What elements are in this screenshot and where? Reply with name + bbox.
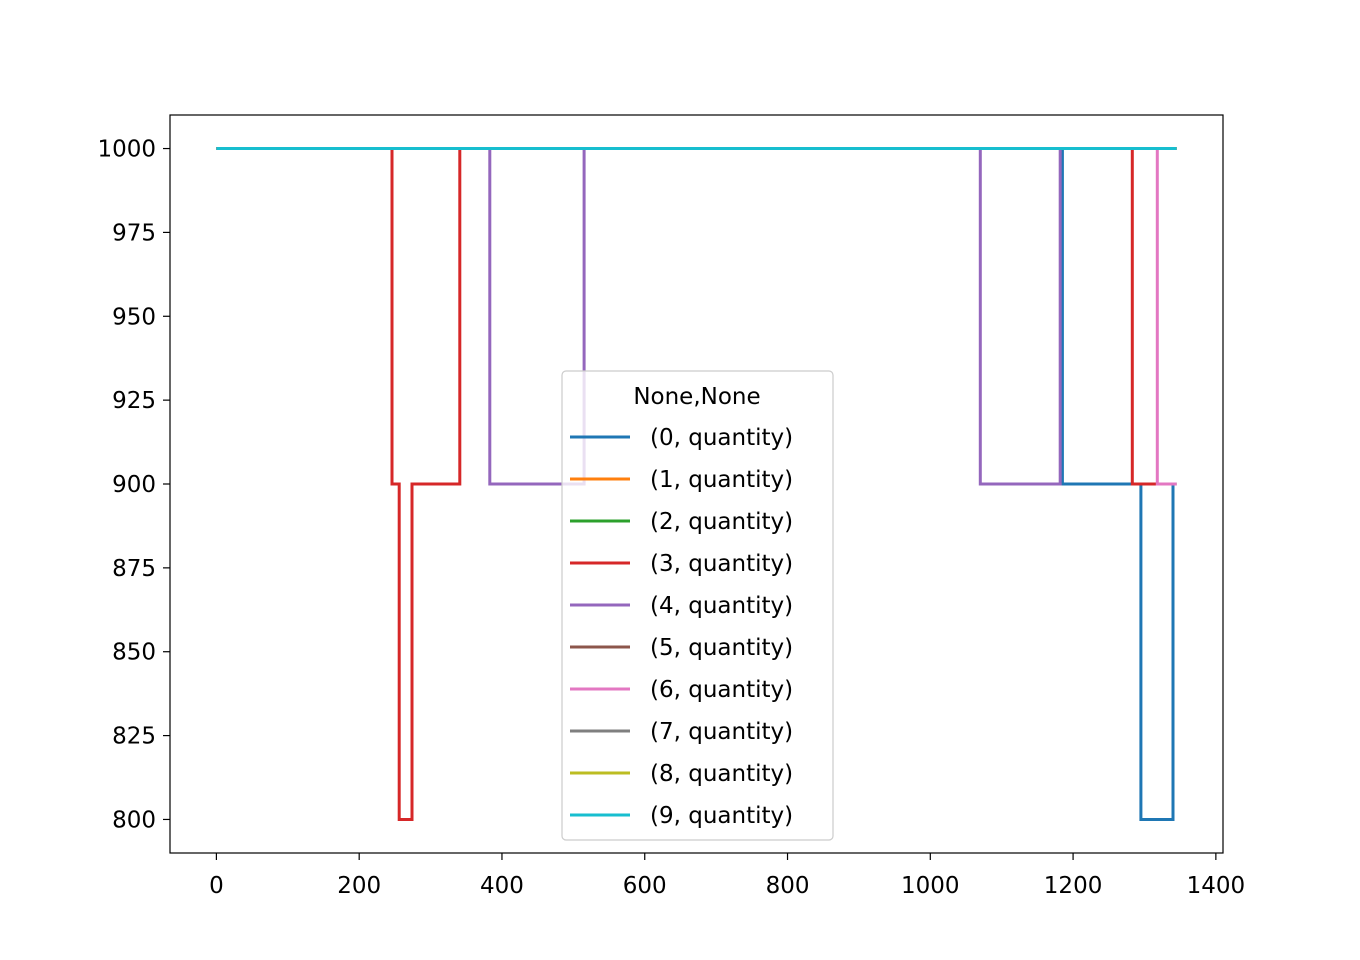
y-tick-label: 850 bbox=[112, 640, 156, 666]
legend-entry-0: (0, quantity) bbox=[650, 425, 793, 451]
y-tick-label: 925 bbox=[112, 388, 156, 414]
y-tick-label: 975 bbox=[112, 220, 156, 246]
x-tick-label: 800 bbox=[766, 873, 810, 899]
legend-entry-3: (3, quantity) bbox=[650, 551, 793, 577]
x-tick-label: 1200 bbox=[1044, 873, 1103, 899]
y-tick-label: 800 bbox=[112, 807, 156, 833]
legend-entry-7: (7, quantity) bbox=[650, 719, 793, 745]
series-layer bbox=[216, 147, 1177, 821]
y-tick-label: 875 bbox=[112, 556, 156, 582]
legend-entry-9: (9, quantity) bbox=[650, 803, 793, 829]
legend-entry-1: (1, quantity) bbox=[650, 467, 793, 493]
legend-entry-8: (8, quantity) bbox=[650, 761, 793, 787]
x-tick-label: 0 bbox=[209, 873, 224, 899]
y-tick-label: 950 bbox=[112, 304, 156, 330]
y-tick-label: 1000 bbox=[97, 137, 156, 163]
x-tick-label: 600 bbox=[623, 873, 667, 899]
x-axis: 0 200 400 600 800 1000 1200 1400 bbox=[209, 853, 1245, 899]
y-tick-label: 900 bbox=[112, 472, 156, 498]
y-tick-label: 825 bbox=[112, 724, 156, 750]
legend-entries: (0, quantity) (1, quantity) (2, quantity) (… bbox=[570, 425, 793, 829]
legend-entry-5: (5, quantity) bbox=[650, 635, 793, 661]
legend-entry-6: (6, quantity) bbox=[650, 677, 793, 703]
series-line-3 bbox=[216, 147, 1177, 821]
x-tick-label: 400 bbox=[480, 873, 524, 899]
legend-entry-2: (2, quantity) bbox=[650, 509, 793, 535]
y-axis: 800 825 850 875 900 925 950 975 1000 bbox=[97, 137, 170, 833]
series-line-0 bbox=[216, 147, 1177, 821]
x-tick-label: 200 bbox=[337, 873, 381, 899]
x-tick-label: 1000 bbox=[901, 873, 960, 899]
x-tick-label: 1400 bbox=[1187, 873, 1246, 899]
legend: None,None (0, quantity) (1, quantity) (2, … bbox=[561, 370, 834, 841]
legend-title: None,None bbox=[633, 384, 760, 410]
legend-box bbox=[561, 370, 834, 841]
legend-entry-4: (4, quantity) bbox=[650, 593, 793, 619]
